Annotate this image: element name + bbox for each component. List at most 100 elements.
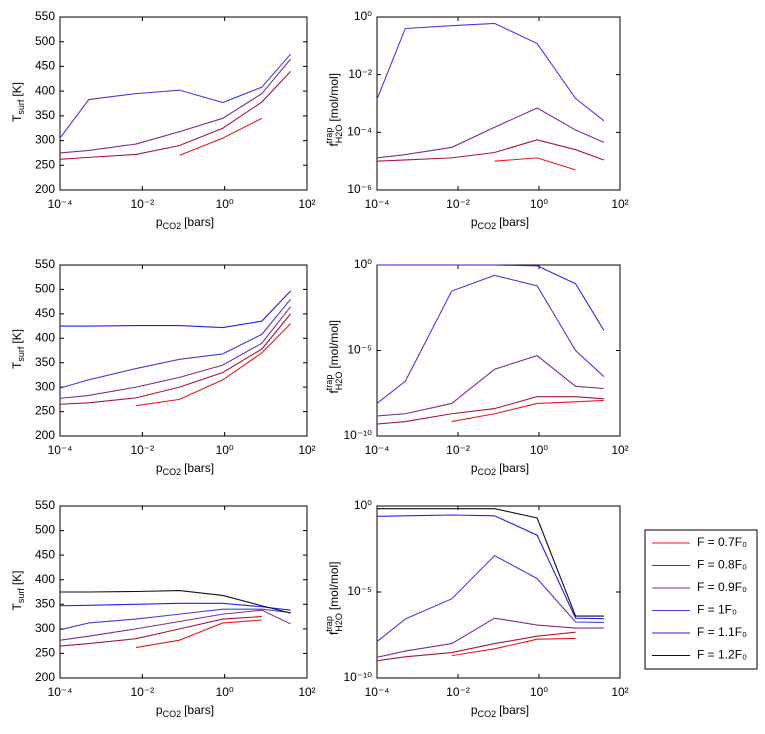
series-line: [451, 399, 604, 423]
series-line: [376, 617, 604, 658]
y-tick-label: 200: [35, 182, 55, 196]
label-base: f: [327, 631, 341, 635]
y-tick-label: 550: [35, 9, 55, 23]
y-axis-label: Tsurf [K]: [10, 329, 26, 369]
label-base: p: [156, 703, 163, 717]
y-tick-label: 450: [35, 59, 55, 73]
series-line: [135, 619, 262, 649]
y-axis-label: ftrapH2O [mol/mol]: [324, 73, 344, 147]
y-tick-label: 550: [35, 498, 55, 512]
series-line: [377, 508, 604, 617]
label-unit: [K]: [10, 82, 24, 97]
subplot: 10⁻⁴ 10⁻² 10⁰ 10² 200 250 300 350 400 450 500 550 pC…: [10, 257, 316, 477]
label-base: p: [156, 215, 163, 229]
x-tick-label: 10²: [298, 197, 315, 211]
y-tick-label: 500: [35, 282, 55, 296]
y-tick-label: 300: [35, 621, 55, 635]
label-subscript: H2O: [334, 372, 344, 391]
series-line: [59, 616, 262, 647]
label-unit: [mol/mol]: [327, 561, 341, 610]
axes-box: [59, 16, 308, 191]
axis-label-text: Tsurf [K]: [10, 570, 26, 610]
axis-label-text: pCO2 [bars]: [156, 461, 214, 477]
series-line: [59, 313, 292, 405]
series-line: [376, 355, 604, 417]
axis-label-text: Tsurf [K]: [10, 82, 26, 122]
y-tick-label: 10⁰: [354, 257, 372, 271]
label-unit: [bars]: [184, 703, 214, 717]
series-line: [376, 274, 605, 404]
x-tick-label: 10⁻²: [130, 197, 154, 211]
x-tick-label: 10⁻⁴: [365, 443, 390, 457]
axis-label-text: ftrapH2O [mol/mol]: [324, 561, 344, 635]
y-tick-label: 10⁻²: [348, 67, 372, 81]
legend-label: F = 1F₀: [697, 603, 737, 617]
label-unit: [bars]: [499, 461, 529, 475]
series-line: [135, 323, 292, 407]
series-line: [377, 264, 605, 331]
x-tick-label: 10⁻²: [130, 443, 154, 457]
label-subscript: surf: [16, 99, 26, 115]
x-axis-label: pCO2 [bars]: [156, 215, 214, 231]
series-line: [376, 554, 604, 643]
label-unit: [mol/mol]: [327, 320, 341, 369]
y-tick-label: 300: [35, 133, 55, 147]
series-line: [59, 306, 292, 399]
x-axis-label: pCO2 [bars]: [471, 703, 529, 719]
y-tick-label: 550: [35, 257, 55, 271]
y-tick-label: 10⁻⁵: [347, 343, 372, 357]
y-tick-label: 450: [35, 306, 55, 320]
axis-label-text: pCO2 [bars]: [471, 215, 529, 231]
axes-box: [376, 264, 621, 437]
y-tick-label: 250: [35, 157, 55, 171]
y-tick-label: 200: [35, 428, 55, 442]
series-line: [376, 107, 605, 159]
series-line: [59, 609, 291, 641]
legend-label: F = 1.2F₀: [697, 648, 747, 662]
label-subscript: CO2: [163, 709, 182, 719]
x-tick-label: 10⁻²: [446, 685, 470, 699]
axes-box: [59, 264, 308, 437]
y-tick-label: 500: [35, 34, 55, 48]
y-tick-label: 200: [35, 670, 55, 684]
x-tick-label: 10⁻⁴: [48, 197, 73, 211]
series-line: [179, 117, 263, 156]
legend-label: F = 0.8F₀: [697, 558, 747, 572]
y-tick-label: 450: [35, 547, 55, 561]
label-subscript: surf: [16, 588, 26, 604]
y-tick-label: 350: [35, 596, 55, 610]
label-base: f: [327, 143, 341, 147]
y-axis-label: Tsurf [K]: [10, 570, 26, 610]
label-base: T: [10, 361, 24, 369]
x-tick-label: 10²: [611, 685, 628, 699]
x-tick-label: 10⁻⁴: [48, 685, 73, 699]
label-unit: [mol/mol]: [327, 73, 341, 122]
axis-label-text: Tsurf [K]: [10, 329, 26, 369]
label-subscript: H2O: [334, 613, 344, 632]
series-line: [376, 22, 605, 122]
x-tick-label: 10⁰: [530, 685, 548, 699]
axis-label-text: pCO2 [bars]: [156, 215, 214, 231]
x-tick-label: 10⁻⁴: [365, 197, 390, 211]
x-tick-label: 10²: [611, 443, 628, 457]
label-unit: [bars]: [499, 703, 529, 717]
y-tick-label: 350: [35, 355, 55, 369]
y-tick-label: 500: [35, 523, 55, 537]
label-unit: [bars]: [184, 461, 214, 475]
y-axis-label: Tsurf [K]: [10, 82, 26, 122]
label-base: T: [10, 603, 24, 611]
y-tick-label: 400: [35, 83, 55, 97]
series-line: [59, 298, 292, 389]
label-subscript: CO2: [478, 467, 497, 477]
label-superscript: trap: [324, 128, 334, 144]
series-line: [494, 157, 576, 171]
label-base: T: [10, 114, 24, 122]
subplot: 10⁻⁴ 10⁻² 10⁰ 10² 200 250 300 350 400 450 500 550 pC…: [10, 498, 316, 719]
x-axis-label: pCO2 [bars]: [156, 703, 214, 719]
y-tick-label: 10⁻⁵: [347, 584, 372, 598]
series-line: [451, 637, 576, 657]
label-subscript: CO2: [478, 709, 497, 719]
